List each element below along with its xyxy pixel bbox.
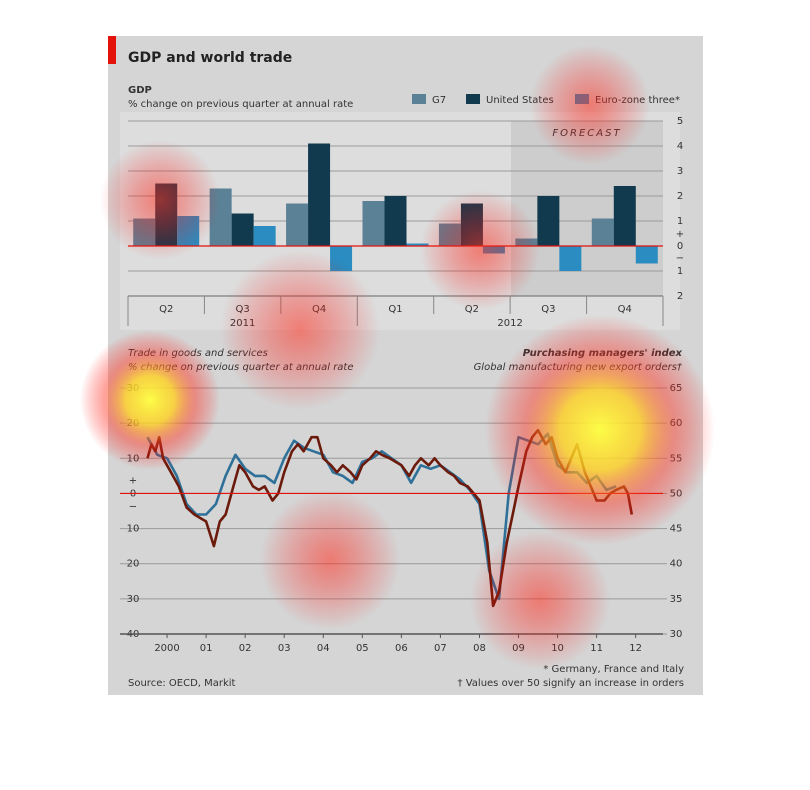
footnote: * Germany, France and Italy xyxy=(543,664,684,675)
y2-tick-label: 55 xyxy=(670,453,683,464)
x-tick-label: 11 xyxy=(590,643,603,654)
y-tick-label: 1 xyxy=(677,216,683,227)
x-tick-label: Q4 xyxy=(618,304,632,315)
bar xyxy=(438,223,461,246)
bar xyxy=(362,201,385,246)
forecast-region xyxy=(511,121,663,296)
legend-label: United States xyxy=(486,95,554,106)
x-tick-label: 08 xyxy=(473,643,486,654)
y-tick-label: 30 xyxy=(127,594,140,605)
chart-subtitle: % change on previous quarter at annual r… xyxy=(128,362,354,373)
bar xyxy=(133,218,156,246)
bar xyxy=(209,188,232,246)
y2-title: Purchasing managers' index xyxy=(523,348,683,359)
y2-subtitle: Global manufacturing new export orders† xyxy=(474,362,683,373)
y2-tick-label: 50 xyxy=(670,488,683,499)
bar xyxy=(384,196,407,246)
bar xyxy=(635,246,658,264)
bar xyxy=(231,213,254,246)
source: Source: OECD, Markit xyxy=(128,678,236,689)
x-group-label: 2012 xyxy=(497,318,522,329)
bar xyxy=(406,243,429,246)
y2-tick-label: 60 xyxy=(670,418,683,429)
legend-label: Euro-zone three* xyxy=(595,95,680,106)
x-tick-label: 2000 xyxy=(154,643,179,654)
x-tick-label: 06 xyxy=(395,643,408,654)
x-tick-label: 04 xyxy=(317,643,330,654)
bar xyxy=(515,238,538,246)
y2-tick-label: 35 xyxy=(670,594,683,605)
x-tick-label: Q4 xyxy=(312,304,326,315)
bar xyxy=(253,226,276,246)
bar xyxy=(286,203,309,246)
y-tick-label: 4 xyxy=(677,141,683,152)
y2-tick-label: 30 xyxy=(670,629,683,640)
x-tick-label: 10 xyxy=(551,643,564,654)
bar xyxy=(155,183,178,246)
axis-sign: − xyxy=(129,501,137,512)
x-tick-label: 01 xyxy=(200,643,213,654)
x-tick-label: 03 xyxy=(278,643,291,654)
bar xyxy=(460,203,483,246)
x-tick-label: Q1 xyxy=(388,304,402,315)
x-tick-label: 02 xyxy=(239,643,252,654)
x-tick-label: Q3 xyxy=(541,304,555,315)
bar xyxy=(537,196,560,246)
chart-subtitle: % change on previous quarter at annual r… xyxy=(128,99,353,110)
bar xyxy=(591,218,614,246)
title-flag xyxy=(108,36,116,64)
x-tick-label: 05 xyxy=(356,643,369,654)
y-tick-label: 0 xyxy=(677,241,683,252)
y-tick-label: 10 xyxy=(127,524,140,535)
bar xyxy=(330,246,353,271)
legend-swatch xyxy=(412,94,426,104)
axis-sign: + xyxy=(676,229,684,240)
x-tick-label: 09 xyxy=(512,643,525,654)
footnote: † Values over 50 signify an increase in … xyxy=(458,678,684,689)
chart-title: GDP xyxy=(128,85,152,96)
y-tick-label: 20 xyxy=(127,418,140,429)
y-tick-label: 5 xyxy=(677,116,683,127)
axis-sign: − xyxy=(676,253,684,264)
bar xyxy=(308,143,331,246)
y2-tick-label: 40 xyxy=(670,559,683,570)
y-tick-label: 30 xyxy=(127,383,140,394)
x-tick-label: Q2 xyxy=(159,304,173,315)
x-group-label: 2011 xyxy=(230,318,255,329)
y-tick-label: 20 xyxy=(127,559,140,570)
y-tick-label: 1 xyxy=(677,266,683,277)
page-title: GDP and world trade xyxy=(128,50,292,66)
y-tick-label: 2 xyxy=(677,291,683,302)
x-tick-label: 12 xyxy=(629,643,642,654)
y2-tick-label: 65 xyxy=(670,383,683,394)
x-tick-label: 07 xyxy=(434,643,447,654)
legend-label: G7 xyxy=(432,95,446,106)
legend-swatch xyxy=(466,94,480,104)
y-tick-label: 10 xyxy=(127,453,140,464)
x-tick-label: Q2 xyxy=(465,304,479,315)
bar xyxy=(613,186,636,246)
bar xyxy=(177,216,200,246)
bar xyxy=(482,246,505,254)
y2-tick-label: 45 xyxy=(670,524,683,535)
legend-swatch xyxy=(575,94,589,104)
bar xyxy=(559,246,582,271)
x-tick-label: Q3 xyxy=(236,304,250,315)
y-tick-label: 2 xyxy=(677,191,683,202)
chart-title: Trade in goods and services xyxy=(128,348,268,359)
axis-sign: + xyxy=(129,475,137,486)
y-tick-label: 3 xyxy=(677,166,683,177)
annotation: FORECAST xyxy=(552,128,621,139)
